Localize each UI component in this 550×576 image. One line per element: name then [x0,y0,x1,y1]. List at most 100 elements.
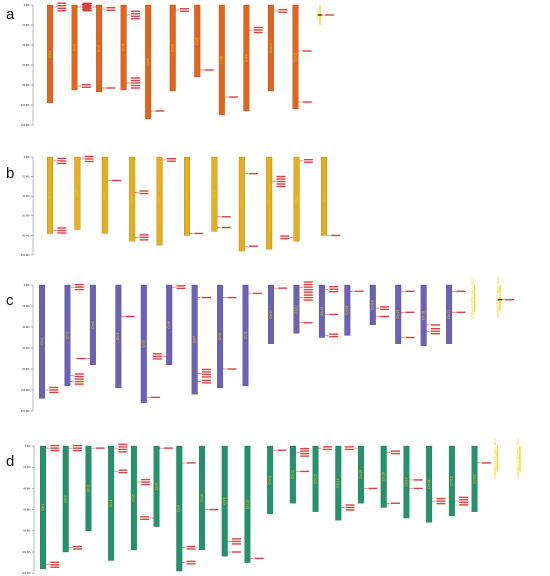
gene-label-mark [141,481,151,483]
chromosome-Chr18: Chr18 [426,445,446,523]
chromosome-Chr17: Chr17 [403,445,423,519]
chromosome-Chr5: Chr5 [130,445,151,551]
gene-label-mark [49,386,59,389]
gene-label-mark [74,380,84,383]
panel-label: d [6,453,14,470]
chromosome-Chr6: Chr6 [152,284,186,365]
chromosome-label: Chr12 [320,307,324,316]
chromosome-scaffold000252_pilon_pilon: scaffold000252_pilon_pilon [470,278,476,319]
gene-label-mark [50,444,60,447]
chromosome-Chr5: Chr5 [156,156,176,246]
chromosome-Chr7: Chr7 [211,156,231,232]
gene-label-mark [481,462,491,464]
gene-label-mark [81,3,91,6]
chromosome-bar [292,4,299,110]
gene-label-mark [300,455,310,457]
scale-tick-label: 80 Mb [22,367,30,371]
chromosome-label: Chr7 [193,336,197,343]
chromosome-Chr8: Chr8 [199,445,219,551]
gene-label-mark [322,446,332,448]
gene-label-mark [280,237,290,240]
panel-b: b 0 Mb 20 Mb 40 Mb 60 Mb 80 Mb 100 Mb Chr1 Chr2 C… [6,155,341,257]
gene-label-mark [456,311,466,313]
gene-label-mark [130,13,140,15]
gene-label-mark [232,540,242,543]
chromosome-label: Chr9 [244,54,248,61]
gene-label-mark [391,502,401,504]
gene-label-mark [74,383,84,385]
gene-label-mark [303,158,313,161]
chromosome-bar [140,284,147,403]
chromosome-bar [293,284,300,334]
gene-label-mark [325,14,335,16]
gene-label-mark [73,444,83,447]
scale-tick-label: 80 Mb [22,233,30,237]
gene-label-mark [57,5,67,7]
gene-label-mark [232,551,242,553]
chromosome-label: scaffold000252_pilon_pilon [470,278,474,319]
gene-label-mark [74,375,84,378]
chromosome-bar [199,445,205,551]
chromosome-label: Chr10 [245,500,249,509]
scale-tick-label: 40 Mb [22,325,30,329]
gene-label-mark [152,358,162,360]
chromosome-bar [242,284,249,386]
chromosome-scaffold000168_pilon_pilon: scaffold000168_pilon_pilon [493,438,498,479]
gene-label-mark [141,478,151,481]
chromosome-Chr20: Chr20 [471,445,491,512]
gene-label-mark [204,69,214,71]
gene-label-mark [95,447,105,449]
chromosome-label: Chr8 [218,333,222,340]
gene-label-mark [232,538,242,540]
chromosome-bar [166,284,173,365]
gene-label-mark [229,96,239,98]
gene-label-mark [130,77,140,79]
chromosome-label: Chr10 [269,310,273,319]
panels-layer: a 0 Mb 20 Mb 40 Mb 60 Mb 80 Mb 100 Mb 120 Mb Chr… [6,2,521,575]
chromosome-label: Chr3 [103,191,107,198]
scale-tick-label: 60 Mb [23,508,31,512]
gene-label-mark [186,462,196,464]
chromosome-label: Chr16 [382,472,386,481]
chromosome-bar [318,284,325,338]
chromosome-bar [176,445,183,572]
chromosome-Chr9: Chr9 [242,284,262,386]
gene-label-mark [106,9,116,11]
chromosome-Chr3: Chr3 [76,284,96,365]
gene-label-mark [139,190,149,192]
chromosome-Chr5: Chr5 [145,4,165,120]
chromosome-Chr7: Chr7 [176,445,196,572]
chromosome-label: Chr15 [396,310,400,319]
gene-label-mark [186,545,196,548]
chromosome-bar [243,4,250,112]
gene-label-mark [176,285,186,287]
chromosome-label: Chr4 [122,44,126,51]
gene-label-mark [278,9,288,11]
gene-label-mark [151,396,161,399]
chromosome-bar [289,445,296,504]
chromosome-bar [266,156,273,250]
scale-tick-label: 100 Mb [21,103,30,107]
gene-label-mark [380,308,390,311]
chromosome-Chr12: Chr12 [289,445,310,504]
chromosome-label: Chr11 [322,192,326,201]
gene-label-mark [176,287,186,290]
gene-label-mark [112,179,122,182]
gene-label-mark [139,239,149,241]
gene-label-mark [194,232,204,235]
gene-label-mark [276,175,286,178]
chromosome-bar [47,156,53,234]
gene-label-mark [232,543,242,545]
chromosome-Chr1: Chr1 [40,444,60,570]
scale-tick-label: 100 Mb [21,253,30,257]
chromosome-bar [369,284,376,326]
chromosome-bar [115,284,122,389]
chromosome-bar [96,4,103,93]
chromosome-bar [395,284,402,344]
gene-label-mark [49,389,59,391]
chromosome-label: Chr7 [212,190,216,197]
scale-tick-label: 60 Mb [22,346,30,350]
gene-label-mark [82,10,92,12]
gene-label-mark [84,160,94,163]
